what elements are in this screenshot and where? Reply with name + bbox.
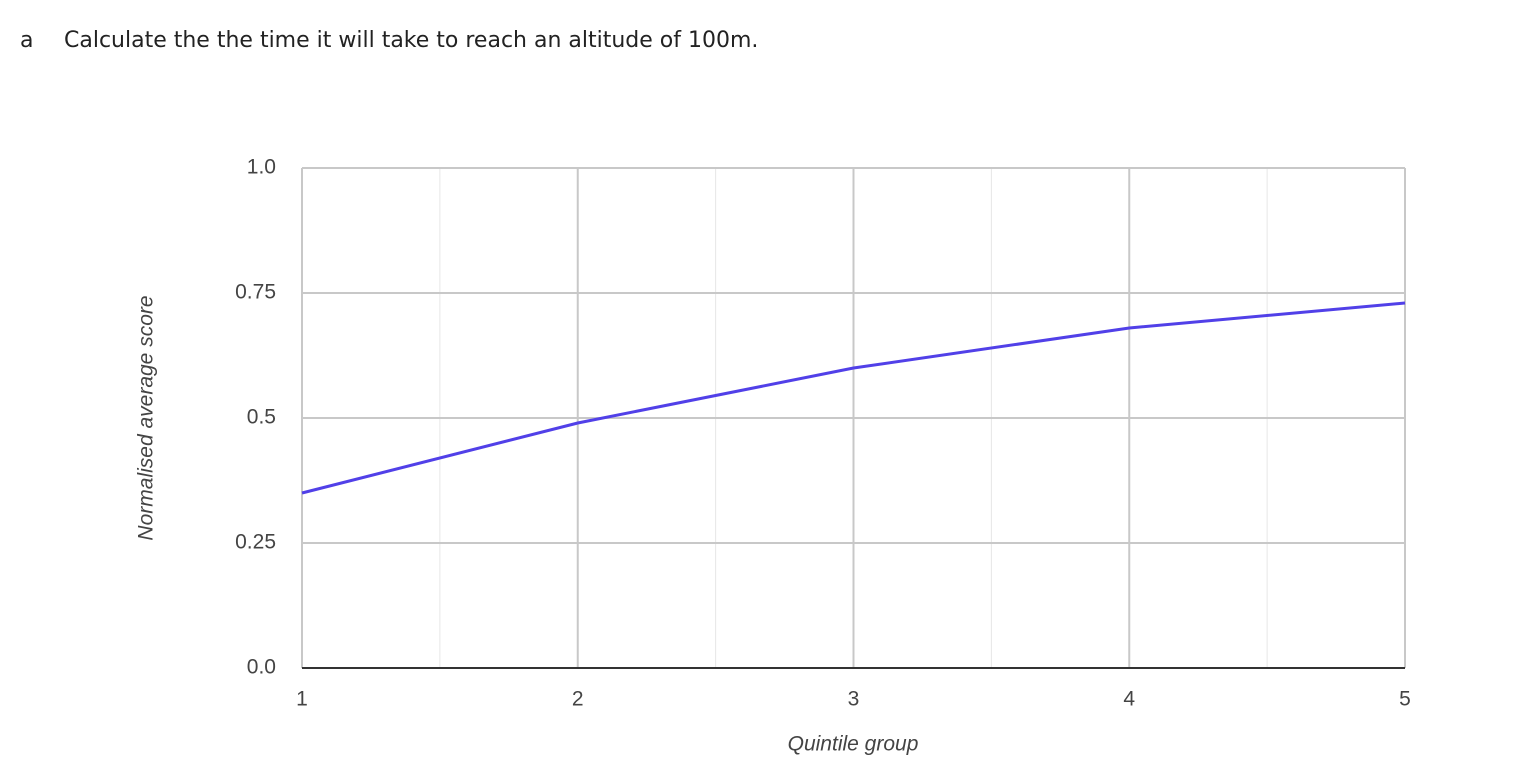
x-tick-label: 2 [572, 688, 584, 711]
x-tick-label: 4 [1123, 688, 1135, 711]
x-tick-label: 5 [1399, 688, 1411, 711]
question-label: a [20, 28, 34, 53]
question-text: Calculate the the time it will take to r… [64, 28, 759, 53]
x-tick-label: 1 [296, 688, 308, 711]
x-axis-label: Quintile group [788, 733, 919, 756]
y-tick-label: 0.25 [235, 531, 276, 554]
x-tick-label: 3 [848, 688, 860, 711]
y-tick-label: 0.0 [247, 656, 276, 679]
y-tick-label: 1.0 [247, 156, 276, 179]
y-tick-label: 0.75 [235, 281, 276, 304]
series-line [301, 301, 1406, 495]
y-tick-label: 0.5 [247, 406, 276, 429]
y-axis-label: Normalised average score [135, 295, 158, 540]
